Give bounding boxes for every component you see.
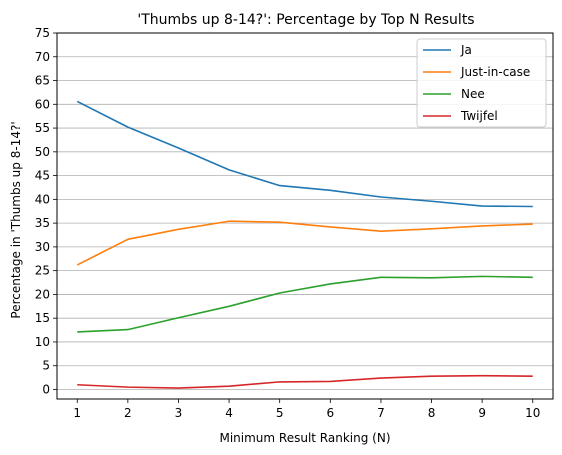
plot-frame xyxy=(56,32,554,400)
x-axis-ticks: 1 2 3 4 5 6 7 8 9 10 xyxy=(73,399,540,420)
y-tick-label: 35 xyxy=(35,216,50,230)
x-tick-label: 9 xyxy=(478,406,486,420)
y-tick-label: 60 xyxy=(35,97,50,111)
legend-item: Twijfel xyxy=(423,109,498,123)
x-tick-label: 10 xyxy=(525,406,540,420)
y-tick-label: 25 xyxy=(35,264,50,278)
legend-box xyxy=(416,38,547,128)
y-tick-label: 70 xyxy=(35,50,50,64)
y-tick-label: 45 xyxy=(35,169,50,183)
chart-title: 'Thumbs up 8-14?': Percentage by Top N R… xyxy=(137,12,474,28)
legend: Ja Just-in-case Nee Twijfel xyxy=(416,38,547,128)
y-tick-label: 55 xyxy=(35,121,50,135)
x-tick-label: 8 xyxy=(428,406,436,420)
y-tick-label: 10 xyxy=(35,335,50,349)
legend-item: Ja xyxy=(423,43,472,57)
y-tick-label: 50 xyxy=(35,145,50,159)
legend-item: Nee xyxy=(423,87,485,101)
series-line-just-in-case xyxy=(76,220,533,266)
x-tick-label: 2 xyxy=(124,406,132,420)
x-tick-label: 7 xyxy=(377,406,385,420)
legend-item: Just-in-case xyxy=(423,65,530,79)
legend-label: Nee xyxy=(461,87,485,101)
x-tick-label: 6 xyxy=(326,406,334,420)
x-tick-label: 1 xyxy=(73,406,81,420)
y-tick-label: 40 xyxy=(35,192,50,206)
y-axis-label: Percentage in 'Thumbs up 8-14?' xyxy=(9,121,23,318)
y-tick-label: 30 xyxy=(35,240,50,254)
y-tick-label: 75 xyxy=(35,26,50,40)
y-tick-label: 5 xyxy=(42,359,50,373)
x-tick-label: 4 xyxy=(225,406,233,420)
y-tick-label: 0 xyxy=(42,382,50,396)
series-lines xyxy=(76,100,533,389)
x-axis-label: Minimum Result Ranking (N) xyxy=(219,431,390,445)
y-tick-label: 20 xyxy=(35,287,50,301)
y-tick-label: 15 xyxy=(35,311,50,325)
legend-label: Just-in-case xyxy=(460,65,530,79)
legend-label: Twijfel xyxy=(460,109,498,123)
series-line-nee xyxy=(77,275,533,333)
legend-label: Ja xyxy=(460,43,472,57)
x-tick-label: 5 xyxy=(276,406,284,420)
y-tick-label: 65 xyxy=(35,74,50,88)
series-line-ja xyxy=(76,100,533,208)
x-tick-label: 3 xyxy=(175,406,183,420)
y-axis-ticks: 0 5 10 15 20 25 30 35 40 45 50 55 60 65 70 75 xyxy=(35,26,57,396)
series-line-twijfel xyxy=(77,374,533,389)
